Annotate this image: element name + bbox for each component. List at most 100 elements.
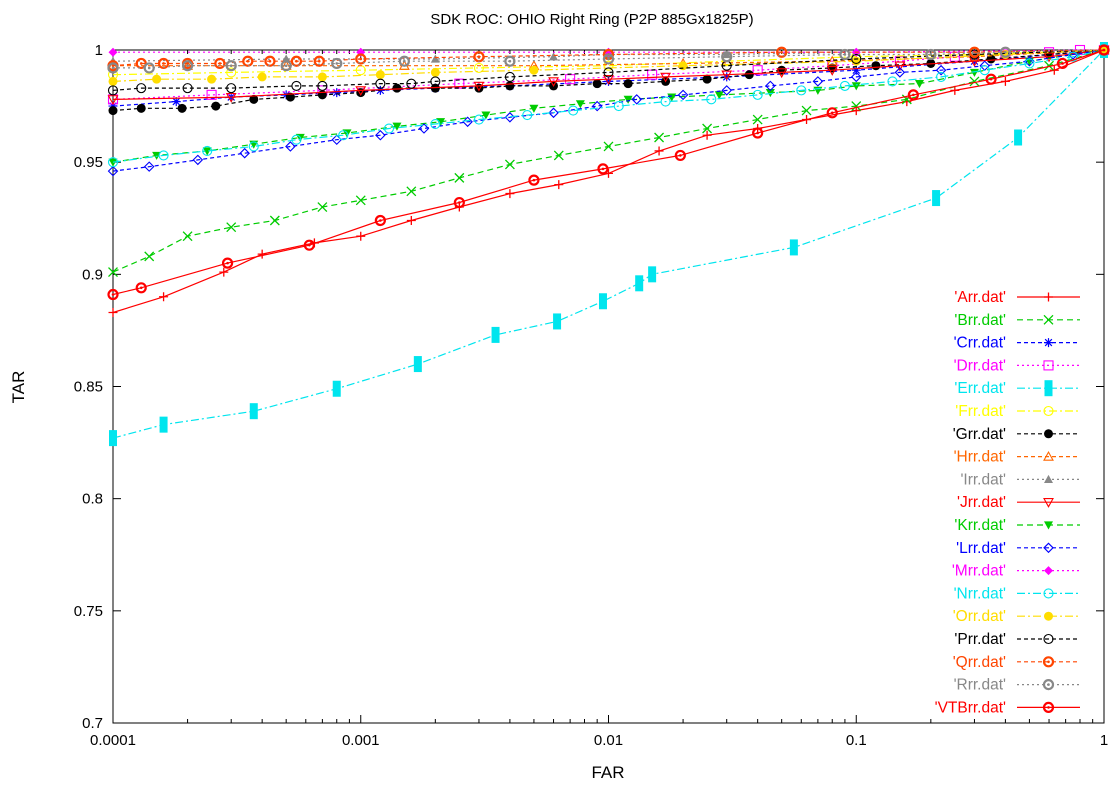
data-point [591,100,603,112]
data-point [677,89,689,101]
data-point [206,89,217,100]
data-point [850,71,862,83]
legend-label: 'Prr.dat' [954,631,1006,648]
legend-item: 'Frr.dat' [955,403,1080,420]
data-point [136,83,147,94]
data-point [291,134,302,145]
data-point [181,60,194,72]
data-point [613,101,624,112]
x-axis-title: FAR [591,763,624,782]
legend-label: 'Crr.dat' [954,335,1006,352]
data-point [392,122,402,131]
data-point [107,62,119,74]
legend-item: 'Err.dat' [954,380,1080,397]
y-tick-label: 0.8 [82,491,103,508]
legend: 'Arr.dat' 'Brr.dat' 'Crr.dat' 'Drr.dat' 'Err… [935,289,1080,716]
legend-marker [1042,678,1055,691]
legend-item: 'Crr.dat' [954,335,1080,352]
data-point [413,356,422,373]
y-tick-label: 1 [95,42,103,59]
legend-label: 'Krr.dat' [954,517,1006,534]
data-point [654,146,664,156]
data-point [430,67,440,77]
data-point [1014,129,1023,146]
data-point [932,190,941,207]
data-point [871,61,881,71]
data-point [504,55,516,67]
x-tick-label: 0.0001 [90,732,136,749]
data-point [249,403,258,420]
legend-marker [1044,566,1053,576]
data-point [826,107,838,119]
data-point [660,96,671,107]
data-point [375,70,385,80]
data-point [269,215,280,226]
data-point [264,55,276,67]
data-point [504,112,516,123]
data-point [107,157,119,168]
data-point [660,72,672,83]
legend-marker [1043,405,1054,417]
data-point [418,123,430,134]
data-point [654,132,665,143]
data-point [454,172,465,183]
data-point [406,215,416,225]
data-point [907,89,919,101]
data-point [303,239,315,251]
data-point [281,54,291,63]
legend-marker [1043,633,1054,645]
data-point [789,239,798,256]
data-point [281,90,291,100]
data-point [722,72,732,82]
legend-item: 'Lrr.dat' [956,540,1080,557]
data-point [553,150,564,161]
data-point [107,85,119,96]
x-tick-label: 0.001 [342,732,380,749]
legend-label: 'Irr.dat' [960,471,1006,488]
legend-label: 'Err.dat' [954,380,1006,397]
legend-label: 'Rrr.dat' [954,677,1006,694]
data-point [592,79,602,89]
data-point [826,66,838,76]
data-point [925,48,937,61]
data-point [108,158,118,167]
data-point [152,74,162,84]
data-point [894,61,906,72]
series-line [112,49,1105,82]
legend-label: 'Lrr.dat' [956,540,1006,557]
data-point [392,83,402,93]
legend-item: 'Grr.dat' [953,426,1080,443]
y-tick-label: 0.7 [82,715,103,732]
data-point [398,55,410,67]
data-point [107,95,119,105]
data-point [108,106,118,116]
data-point [598,293,607,310]
data-point [776,68,788,79]
data-point [356,231,366,241]
data-point [851,82,861,91]
data-point [549,52,559,61]
data-point [603,75,614,85]
data-point [522,110,533,121]
data-point [702,130,712,140]
legend-marker [1043,450,1054,461]
data-point [332,380,341,397]
data-point [462,116,473,128]
data-point [285,141,296,152]
data-point [182,231,193,242]
data-point [453,196,465,209]
data-point [776,46,788,58]
data-point [211,101,221,111]
data-point [219,267,229,277]
legend-marker [1044,474,1053,483]
data-point [752,89,763,100]
data-point [331,57,343,70]
data-point [290,55,303,67]
data-point [851,65,861,75]
legend-marker [1044,429,1053,439]
legend-item: 'Hrr.dat' [954,449,1080,466]
data-point [603,67,614,78]
legend-marker [1042,701,1055,714]
data-point [554,180,564,190]
data-point [999,46,1012,58]
